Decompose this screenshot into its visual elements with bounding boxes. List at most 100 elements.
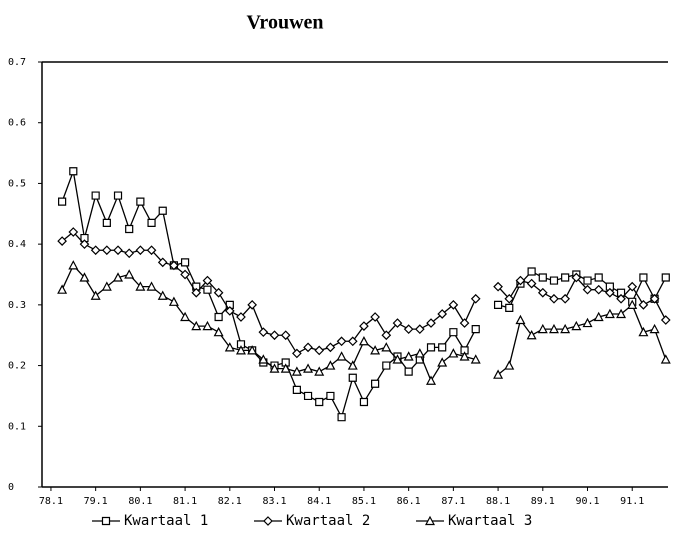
- marker: [258, 354, 269, 364]
- marker: [136, 197, 145, 206]
- marker: [314, 366, 325, 376]
- x-tick-label: 80.1: [128, 496, 152, 507]
- marker: [548, 323, 559, 334]
- marker: [649, 323, 660, 334]
- marker: [280, 330, 291, 341]
- marker: [347, 336, 358, 347]
- marker: [247, 345, 258, 355]
- marker: [403, 324, 414, 334]
- marker: [336, 336, 347, 347]
- marker: [169, 260, 179, 271]
- marker: [504, 360, 515, 370]
- marker: [448, 348, 459, 358]
- marker: [549, 293, 559, 304]
- marker: [660, 354, 671, 364]
- marker: [381, 330, 392, 341]
- marker: [236, 312, 246, 322]
- marker: [180, 311, 191, 322]
- x-tick-label: 84.1: [307, 496, 331, 507]
- marker: [315, 397, 324, 407]
- marker: [537, 323, 548, 334]
- marker: [527, 267, 536, 276]
- y-tick-label: 0.2: [8, 361, 26, 372]
- marker: [493, 369, 504, 379]
- marker: [549, 276, 559, 285]
- x-tick-label: 91.1: [620, 496, 644, 507]
- marker: [57, 284, 68, 294]
- marker: [157, 290, 168, 300]
- marker: [493, 300, 503, 309]
- legend-marker: [101, 516, 111, 526]
- marker: [471, 325, 480, 334]
- marker: [627, 299, 638, 309]
- marker: [125, 224, 134, 234]
- marker: [202, 275, 213, 286]
- y-tick-label: 0.1: [8, 421, 26, 432]
- marker: [57, 236, 67, 246]
- marker: [336, 351, 347, 361]
- marker: [292, 385, 301, 394]
- marker: [68, 227, 79, 237]
- marker: [382, 361, 391, 370]
- marker: [359, 321, 369, 331]
- marker: [102, 218, 111, 227]
- legend-label: Kwartaal 1: [124, 513, 208, 529]
- marker: [147, 218, 156, 227]
- marker: [649, 293, 660, 304]
- marker: [426, 318, 436, 328]
- x-tick-label: 81.1: [173, 496, 197, 507]
- x-tick-label: 86.1: [397, 496, 421, 507]
- legend-marker: [263, 516, 273, 526]
- marker: [347, 360, 358, 370]
- marker: [358, 336, 369, 346]
- marker: [359, 397, 369, 407]
- marker: [438, 343, 447, 352]
- marker: [505, 303, 514, 312]
- marker: [91, 191, 100, 200]
- marker: [538, 273, 547, 282]
- marker: [101, 281, 112, 291]
- marker: [337, 413, 346, 422]
- marker: [202, 320, 213, 331]
- x-tick-label: 79.1: [84, 496, 108, 507]
- marker: [605, 282, 614, 291]
- marker: [303, 363, 314, 373]
- marker: [370, 345, 381, 355]
- marker: [392, 318, 403, 328]
- marker: [437, 309, 448, 319]
- marker: [638, 300, 649, 310]
- marker: [582, 284, 593, 295]
- marker: [561, 273, 570, 282]
- marker: [426, 343, 436, 352]
- marker: [80, 233, 89, 243]
- marker: [639, 273, 648, 282]
- x-tick-label: 82.1: [218, 496, 242, 507]
- marker: [616, 293, 626, 304]
- x-tick-label: 89.1: [531, 496, 555, 507]
- marker: [326, 391, 335, 401]
- x-tick-label: 78.1: [39, 496, 63, 507]
- marker: [79, 272, 90, 282]
- marker: [381, 342, 392, 352]
- marker: [191, 320, 202, 331]
- marker: [616, 308, 627, 319]
- chart-title: Vrouwen: [246, 12, 323, 34]
- marker: [168, 296, 179, 306]
- marker: [146, 281, 157, 291]
- marker: [158, 206, 167, 215]
- marker: [269, 330, 280, 341]
- y-tick-label: 0.7: [8, 57, 26, 68]
- marker: [247, 300, 258, 310]
- marker: [448, 300, 459, 310]
- marker: [258, 327, 269, 338]
- marker: [515, 314, 526, 325]
- marker: [504, 293, 515, 304]
- marker: [325, 342, 336, 353]
- marker: [660, 315, 671, 325]
- marker: [157, 257, 168, 268]
- marker: [426, 375, 437, 385]
- marker: [58, 197, 67, 206]
- marker: [560, 293, 571, 304]
- marker: [135, 281, 146, 291]
